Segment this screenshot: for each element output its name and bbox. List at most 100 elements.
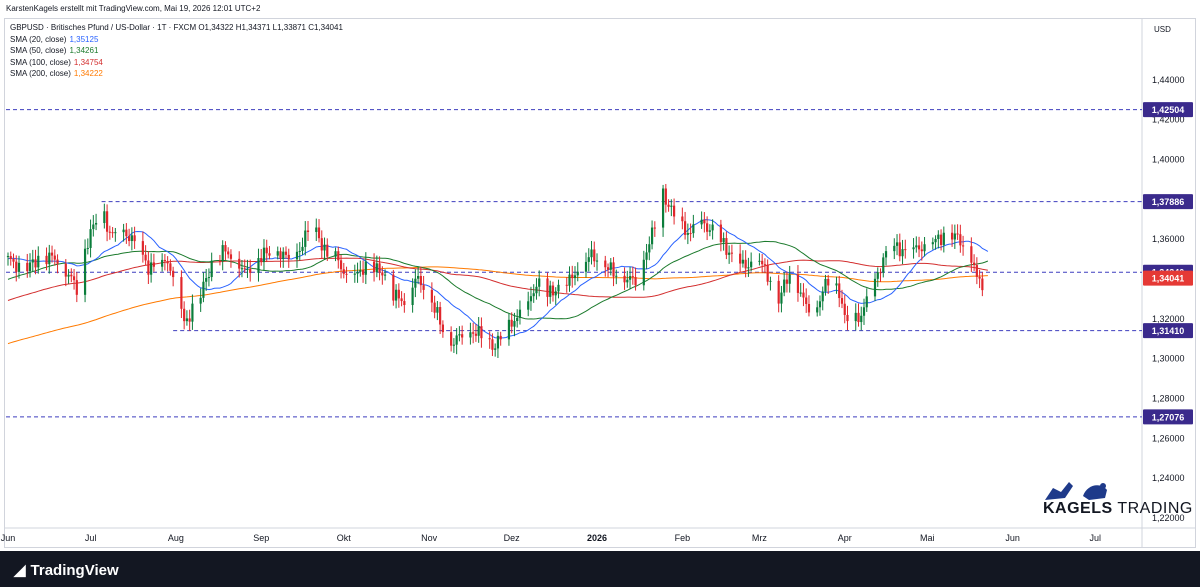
candle-body — [747, 267, 750, 269]
currency-label: USD — [1154, 25, 1171, 34]
candle-body — [975, 265, 978, 277]
bull-bear-logo-icon — [1045, 482, 1107, 500]
candle-body — [876, 272, 879, 279]
candle-body — [199, 297, 202, 304]
candle-body — [513, 321, 516, 327]
level-price-tag — [1143, 194, 1193, 210]
candle-body — [744, 259, 747, 269]
candle-body — [227, 251, 230, 255]
candle-body — [917, 245, 921, 250]
y-tick-label: 1,40000 — [1152, 154, 1185, 164]
candle-body — [953, 233, 956, 240]
y-tick-label: 1,36000 — [1152, 234, 1185, 244]
candle-body — [166, 261, 169, 264]
candle-body — [334, 251, 337, 257]
candle-body — [83, 248, 87, 295]
candle-body — [6, 256, 10, 258]
candle-body — [64, 263, 67, 277]
candle-body — [648, 244, 651, 253]
candle-body — [417, 275, 420, 279]
candle-body — [981, 278, 984, 291]
candle-body — [257, 258, 260, 273]
candle-body — [480, 326, 483, 339]
candle-body — [172, 270, 175, 278]
candle-body — [394, 289, 398, 301]
candle-body — [474, 333, 478, 336]
candle-body — [70, 274, 73, 277]
candle-body — [879, 272, 882, 274]
candle-body — [249, 269, 252, 273]
legend-sma-row: SMA (100, close) 1,34754 — [10, 57, 343, 69]
candle-body — [12, 259, 15, 262]
candle-body — [433, 302, 436, 313]
candle-body — [758, 260, 761, 262]
candle-body — [516, 317, 519, 322]
candle-body — [144, 254, 147, 261]
candle-body — [807, 303, 811, 313]
sma-20-line — [7, 219, 989, 339]
candle-body — [356, 271, 359, 274]
candle-body — [436, 307, 439, 313]
candle-body — [719, 224, 722, 243]
candle-body — [372, 261, 376, 273]
candle-body — [56, 259, 59, 264]
candle-body — [843, 303, 846, 315]
candle-body — [188, 318, 191, 322]
candle-body — [821, 291, 824, 302]
candle-body — [122, 229, 125, 233]
x-tick-label: Aug — [168, 533, 184, 543]
candle-body — [805, 297, 808, 304]
candle-body — [17, 262, 21, 272]
candle-body — [796, 274, 800, 293]
candle-body — [238, 258, 241, 269]
candle-body — [455, 335, 458, 345]
candle-body — [103, 211, 106, 224]
candle-body — [711, 224, 714, 231]
candle-body — [383, 274, 387, 276]
candle-body — [939, 234, 943, 245]
candle-body — [670, 205, 673, 207]
candle-body — [683, 221, 687, 235]
candle-body — [337, 251, 340, 261]
legend-sma-value: 1,34261 — [69, 46, 99, 55]
candle-body — [229, 254, 233, 259]
attribution-bar: KarstenKagels erstellt mit TradingView.c… — [0, 0, 1200, 20]
candle-body — [224, 245, 227, 252]
candle-body — [882, 257, 885, 273]
candle-body — [628, 276, 632, 280]
candle-body — [706, 223, 709, 232]
candle-body — [150, 262, 153, 275]
candle-body — [904, 249, 907, 251]
candle-body — [315, 227, 318, 232]
candle-body — [934, 239, 937, 243]
candle-body — [827, 278, 830, 286]
watermark-text: KAGELS TRADING — [1043, 500, 1193, 517]
candle-body — [650, 227, 654, 245]
legend-sma-label: SMA (20, close) — [10, 34, 67, 44]
attribution-text: KarstenKagels erstellt mit TradingView.c… — [6, 4, 261, 13]
candle-body — [439, 307, 442, 325]
candle-body — [221, 245, 224, 262]
candle-body — [26, 262, 29, 272]
candle-body — [915, 245, 918, 248]
candle-body — [381, 272, 384, 276]
tradingview-logo[interactable]: ◢ TradingView — [14, 562, 119, 579]
price-chart[interactable]: USD1,440001,420001,400001,380001,360001,… — [0, 0, 1200, 551]
candle-body — [672, 205, 676, 217]
x-tick-label: Apr — [838, 533, 852, 543]
candle-body — [959, 234, 962, 246]
candle-body — [788, 274, 791, 284]
legend-sma-row: SMA (20, close) 1,35125 — [10, 34, 343, 46]
candle-body — [576, 271, 579, 276]
candle-body — [895, 242, 899, 246]
level-price-tag — [1143, 102, 1193, 118]
candle-body — [9, 256, 12, 260]
candle-body — [554, 291, 557, 296]
candle-body — [361, 270, 365, 275]
x-tick-label: Jul — [1089, 533, 1101, 543]
candle-body — [414, 278, 417, 288]
candle-body — [860, 315, 863, 323]
candle-body — [783, 279, 786, 293]
candle-body — [477, 326, 480, 336]
candle-body — [191, 303, 194, 322]
